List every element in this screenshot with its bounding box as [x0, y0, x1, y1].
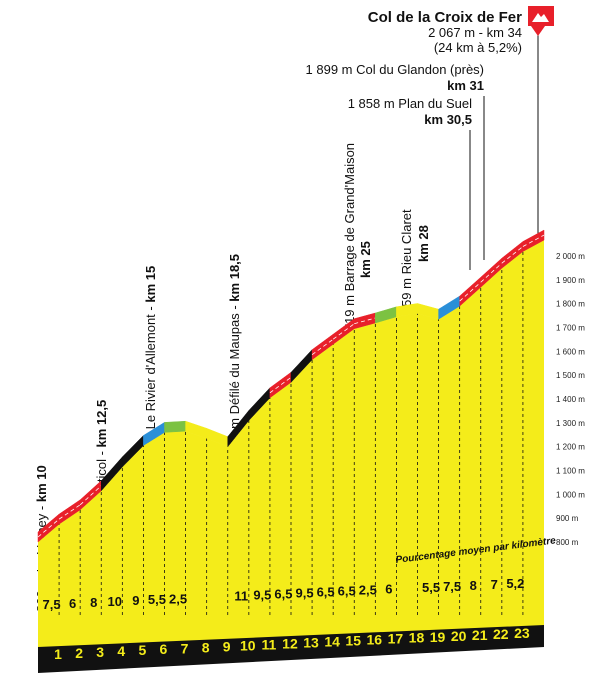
grade-label: 8	[90, 595, 97, 610]
annotation-suel-km: km 30,5	[424, 112, 472, 127]
gradient-segment	[522, 229, 545, 252]
km-number-label: 1	[54, 646, 62, 662]
altitude-tick-label: 1 200 m	[556, 443, 585, 452]
grade-label: 8	[470, 578, 477, 593]
altitude-tick-label: 1 800 m	[556, 300, 585, 309]
km-number-label: 7	[181, 640, 189, 656]
km-number-label: 2	[75, 645, 83, 661]
km-number-label: 23	[514, 625, 530, 641]
km-base-yellow	[38, 615, 544, 647]
annotation-rieu-claret-line1: 1 759 m Rieu Claret	[399, 209, 414, 325]
km-number-label: 11	[261, 636, 276, 652]
grade-label: 5,2	[506, 576, 524, 591]
km-number-label: 22	[493, 626, 509, 642]
gradient-segment-dash	[79, 485, 102, 506]
altitude-tick-label: 800 m	[556, 538, 579, 547]
altitude-tick-label: 1 300 m	[556, 419, 585, 428]
km-number-label: 10	[240, 637, 256, 653]
gradient-segment-dash	[332, 323, 355, 340]
gradient-ribbon	[37, 229, 545, 543]
km-number-label: 16	[366, 632, 382, 648]
altitude-tick-label: 1 600 m	[556, 347, 585, 356]
altitude-tick-label: 1 700 m	[556, 324, 585, 333]
km-number-label: 3	[96, 644, 104, 660]
gradient-segment-dash	[354, 317, 376, 325]
gradient-segment-dash	[480, 262, 503, 283]
km-number-label: 12	[282, 635, 298, 651]
annotation-rieu-claret-km: km 28	[416, 225, 431, 262]
altitude-tick-label: 900 m	[556, 514, 579, 523]
km-number-label: 20	[451, 628, 467, 644]
annotation-suel-line1: 1 858 m Plan du Suel	[348, 96, 472, 111]
km-base-strip: 1 2 3 4 5 6 7 8 9 10 11 12 13 14 15 16 17 18 19 20 21 22 23	[38, 615, 544, 673]
grade-label: 6	[385, 582, 392, 597]
altitude-tick-label: 1 000 m	[556, 490, 585, 499]
summit-climb-stats: (24 km à 5,2%)	[434, 40, 522, 55]
grade-label: 9	[132, 593, 139, 608]
gradient-segment-dash	[37, 518, 60, 538]
altitude-axis: 800 m 900 m 1 000 m 1 100 m 1 200 m 1 300 m 1 …	[556, 252, 585, 547]
grade-label: 6	[69, 596, 76, 611]
gradient-segment-dash	[501, 246, 524, 264]
altitude-tick-label: 1 500 m	[556, 371, 585, 380]
km-number-label: 18	[409, 630, 425, 646]
annotation-glandon-line1: 1 899 m Col du Glandon (près)	[306, 62, 484, 77]
grade-label: 6,5	[338, 584, 356, 599]
km-number-label: 17	[388, 631, 404, 647]
annotation-barrage-line1: 1 719 m Barrage de Grand'Maison	[342, 143, 357, 342]
summit-name: Col de la Croix de Fer	[368, 9, 522, 26]
summit-altitude-km: 2 067 m - km 34	[428, 25, 522, 40]
grade-label: 6,5	[274, 586, 292, 601]
grade-label: 2,5	[359, 583, 377, 598]
km-number-label: 4	[117, 643, 125, 659]
grade-label: 10	[108, 594, 122, 609]
altitude-tick-label: 2 000 m	[556, 252, 585, 261]
annotation-barrage-km: km 25	[358, 241, 373, 278]
gradient-segment-dash	[311, 338, 334, 356]
grade-label: 6,5	[317, 585, 335, 600]
gradient-segment-dash	[522, 234, 545, 247]
annotation-glandon-km: km 31	[447, 78, 484, 93]
gradient-segment	[164, 420, 186, 433]
gradient-segment-dash	[58, 504, 81, 520]
km-number-label: 14	[324, 634, 340, 650]
grade-label: 7,5	[43, 597, 61, 612]
summit-flag-icon	[528, 6, 554, 238]
grade-label: 5,5	[422, 580, 440, 595]
grade-label: 2,5	[169, 591, 187, 606]
km-number-label: 6	[160, 641, 168, 657]
km-number-label: 21	[472, 627, 488, 643]
km-number-label: 19	[430, 629, 446, 645]
altitude-tick-label: 1 900 m	[556, 276, 585, 285]
grade-label: 5,5	[148, 592, 166, 607]
km-number-label: 13	[303, 635, 319, 651]
grade-label: 7,5	[443, 579, 461, 594]
km-number-label: 8	[202, 639, 210, 655]
grade-label: 9,5	[296, 586, 314, 601]
km-number-label: 5	[138, 642, 146, 658]
km-number-label: 15	[345, 633, 361, 649]
km-number-label: 9	[223, 638, 231, 654]
grade-label: 11	[234, 588, 248, 603]
altitude-tick-label: 1 400 m	[556, 395, 585, 404]
grade-labels: 7,5 6 8 10 9 5,5 2,5 11 9,5 6,5 9,5 6,5 6,5 2,5 6 5,5 7,…	[43, 576, 525, 612]
gradient-segment-dash	[459, 281, 482, 302]
grade-label: 7	[491, 577, 498, 592]
gradient-segment-dash	[269, 377, 292, 394]
altitude-tick-label: 1 100 m	[556, 467, 585, 476]
grade-label: 9,5	[253, 587, 271, 602]
